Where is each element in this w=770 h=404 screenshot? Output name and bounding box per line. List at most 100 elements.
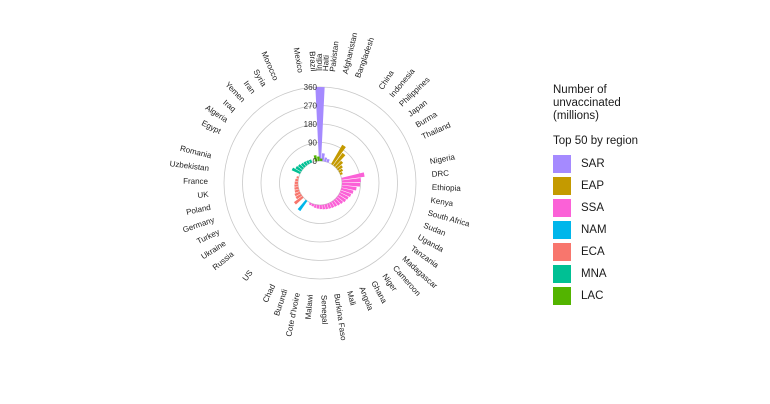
bar-malawi — [316, 204, 320, 209]
bar-cameroon — [333, 198, 341, 206]
country-label-cote-d-ivoire: Cote d'Ivoire — [284, 291, 302, 337]
country-label-iraq: Iraq — [221, 98, 237, 114]
bar-poland — [294, 186, 299, 190]
legend-subtitle: Top 50 by region — [553, 135, 639, 147]
bar-morocco — [308, 159, 313, 164]
legend-swatch-eca — [553, 243, 571, 261]
country-label-uzbekistan: Uzbekistan — [169, 159, 209, 173]
legend-label-eap: EAP — [581, 180, 605, 192]
legend-label-mna: MNA — [581, 268, 607, 280]
country-label-layer: India Pakistan AfghanistanBangladeshChinaI… — [169, 32, 471, 342]
legend-label-eca: ECA — [581, 246, 605, 258]
bar-uk — [294, 184, 299, 187]
bar-russia — [293, 196, 304, 205]
bar-tanzania — [337, 194, 347, 203]
bar-layer — [291, 86, 365, 212]
bar-ethiopia — [341, 182, 361, 187]
bar-haiti — [320, 158, 323, 162]
legend-title: Number of unvaccinated (millions) — [553, 84, 621, 122]
bar-indonesia — [333, 152, 346, 167]
bar-france — [294, 181, 299, 184]
country-label-uk: UK — [197, 190, 210, 200]
country-label-us: US — [241, 269, 255, 283]
radial-tick-360: 360 — [304, 83, 318, 92]
bar-iran — [303, 161, 308, 166]
legend-item-ssa: SSA — [553, 197, 663, 219]
bar-india — [315, 86, 325, 162]
bar-uzbekistan — [295, 178, 299, 182]
legend-swatch-nam — [553, 221, 571, 239]
bar-madagascar — [335, 196, 344, 204]
bar-ukraine — [295, 193, 303, 200]
country-label-brazil: Brazil — [308, 51, 318, 72]
country-label-burkina-faso: Burkina Faso — [332, 293, 348, 341]
country-label-nigeria: Nigeria — [429, 152, 456, 166]
legend-swatch-lac — [553, 287, 571, 305]
bar-bangladesh — [326, 158, 330, 163]
legend: Number of unvaccinated (millions) Top 50… — [553, 84, 663, 307]
country-label-india: India — [315, 53, 324, 71]
country-label-iran: Iran — [242, 79, 257, 95]
bar-yemen — [300, 162, 306, 168]
bar-burundi — [311, 203, 315, 207]
bar-mali — [324, 203, 329, 210]
country-label-romania: Romania — [179, 144, 213, 161]
legend-swatch-ssa — [553, 199, 571, 217]
bar-uganda — [338, 192, 349, 200]
bar-burkina-faso — [322, 204, 326, 210]
legend-item-mna: MNA — [553, 263, 663, 285]
country-label-chad: Chad — [261, 283, 277, 304]
legend-swatch-sar — [553, 155, 571, 173]
bar-syria — [306, 160, 310, 165]
bar-niger — [331, 200, 338, 207]
legend-item-lac: LAC — [553, 285, 663, 307]
country-label-pakistan: Pakistan — [328, 41, 340, 73]
bar-cote-d-ivoire — [313, 204, 317, 208]
bar-mexico — [313, 155, 318, 162]
bar-japan — [336, 165, 343, 171]
bar-iraq — [297, 164, 304, 170]
legend-item-nam: NAM — [553, 219, 663, 241]
legend-item-sar: SAR — [553, 153, 663, 175]
legend-item-eap: EAP — [553, 175, 663, 197]
country-label-malawi: Malawi — [304, 294, 315, 320]
country-label-ethiopia: Ethiopia — [432, 183, 462, 193]
bar-ghana — [329, 201, 335, 209]
radial-tick-90: 90 — [308, 139, 317, 148]
country-label-mexico: Mexico — [292, 47, 305, 74]
bar-nigeria — [341, 172, 365, 180]
bar-turkey — [294, 191, 301, 197]
bar-algeria — [295, 166, 303, 172]
legend-label-ssa: SSA — [581, 202, 605, 214]
country-label-burundi: Burundi — [272, 288, 289, 317]
bar-burma — [338, 168, 344, 173]
bar-afghanistan — [323, 157, 328, 162]
legend-label-sar: SAR — [581, 158, 605, 170]
bar-south-africa — [340, 187, 354, 194]
bar-senegal — [319, 204, 323, 210]
bar-brazil — [317, 156, 320, 162]
country-label-haiti: Haiti — [321, 55, 331, 72]
bar-angola — [327, 203, 332, 209]
radial-tick-270: 270 — [304, 102, 318, 111]
bar-egypt — [291, 167, 301, 174]
bar-chad — [308, 202, 312, 206]
bar-drc — [341, 178, 361, 183]
legend-label-nam: NAM — [581, 224, 607, 236]
legend-label-lac: LAC — [581, 290, 604, 302]
bar-china — [331, 144, 346, 166]
country-label-poland: Poland — [185, 203, 211, 217]
legend-swatch-eap — [553, 177, 571, 195]
legend-swatch-mna — [553, 265, 571, 283]
bar-germany — [294, 189, 300, 193]
bar-us — [297, 199, 308, 212]
radial-tick-0: 0 — [313, 157, 318, 166]
grid-ring-0 — [297, 160, 343, 206]
country-label-france: France — [183, 177, 209, 186]
country-label-senegal: Senegal — [319, 295, 329, 325]
bar-thailand — [339, 171, 343, 176]
country-label-kenya: Kenya — [430, 196, 454, 209]
bar-kenya — [341, 185, 357, 191]
bar-philippines — [335, 160, 344, 169]
